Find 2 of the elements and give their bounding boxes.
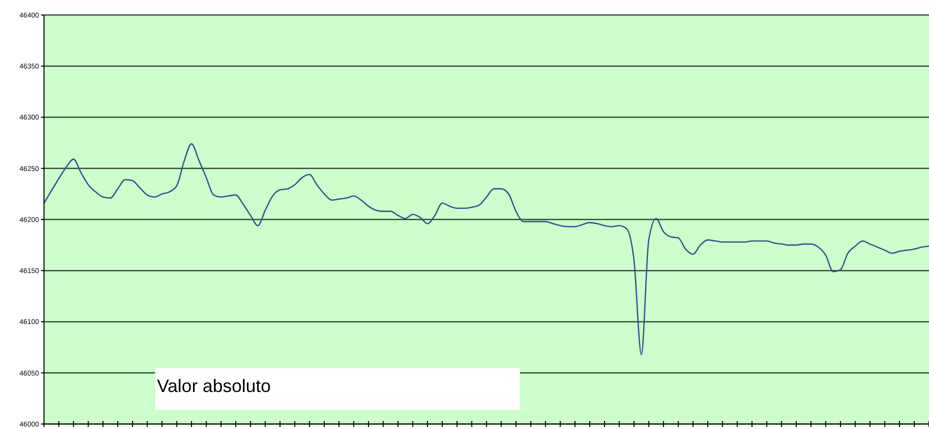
line-series [43, 143, 929, 356]
annotation: Valor absoluto [157, 376, 271, 396]
